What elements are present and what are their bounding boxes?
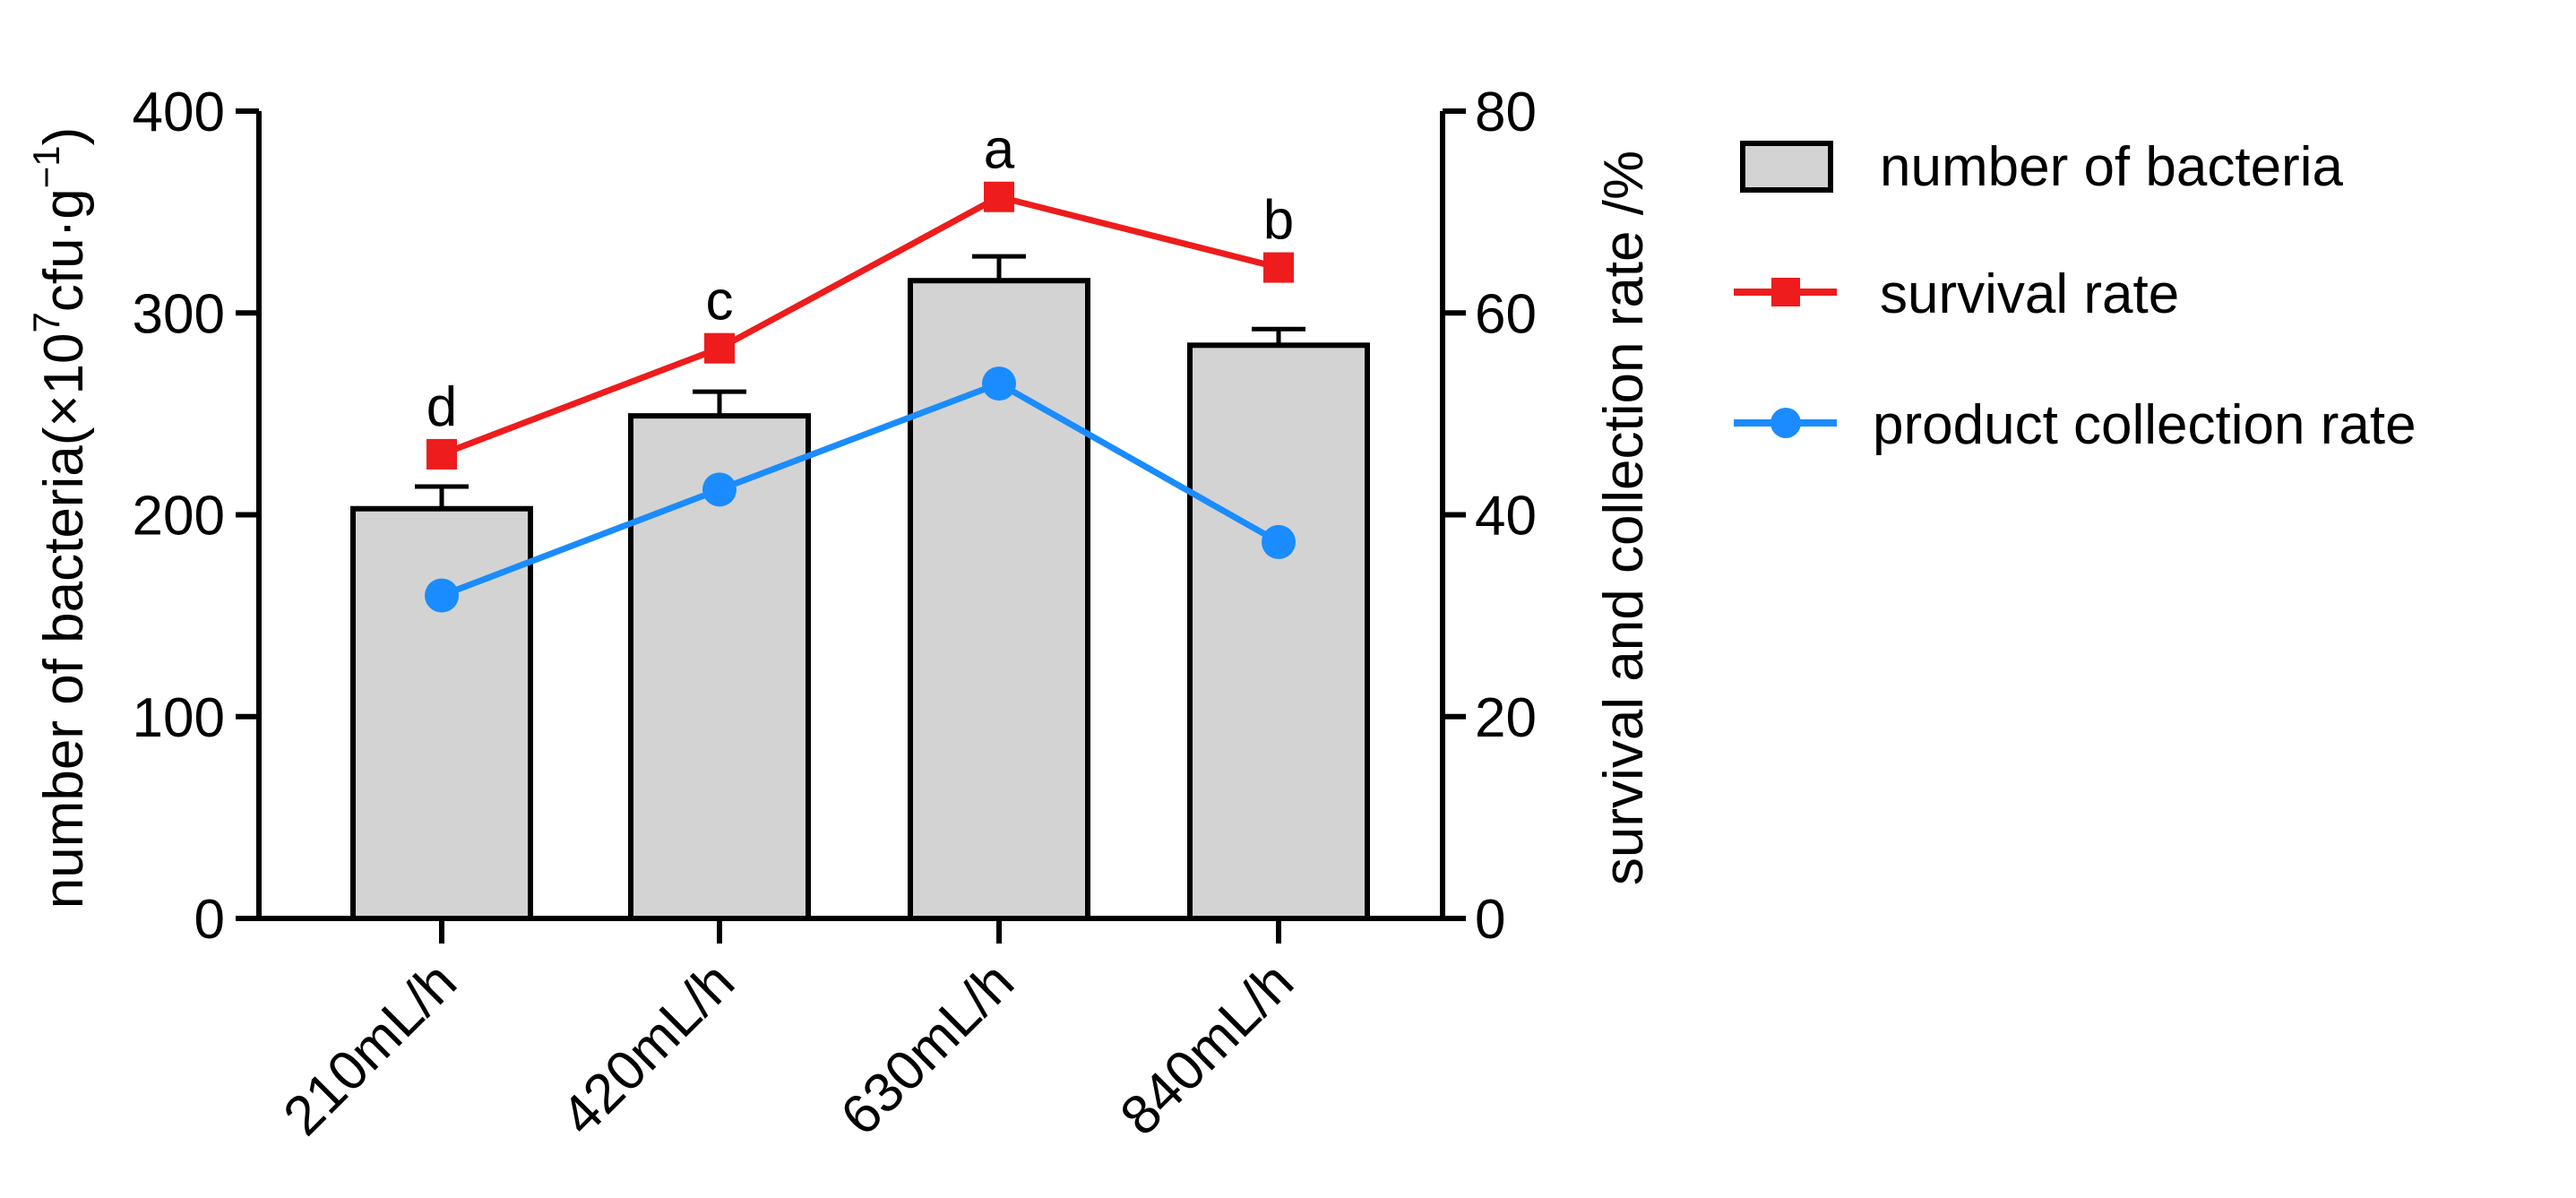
right-axis-tick-label: 40 [1475,486,1537,547]
survival-rate-point [704,332,735,364]
left-axis-tick-label: 100 [133,687,225,749]
right-axis-tick-label: 0 [1475,889,1505,951]
significance-letter: b [1263,190,1294,252]
x-axis-tick-label: 210mL/h [271,951,468,1147]
legend-label-survival: survival rate [1880,263,2179,325]
survival-rate-line [440,194,1279,458]
x-axis-tick-label: 630mL/h [829,951,1025,1147]
left-axis-tick-label: 400 [133,82,225,143]
left-axis-title: number of bacteria(×107cfu·g−1) [25,127,95,909]
collection-rate-point [702,472,737,507]
survival-rate-point [984,181,1014,212]
right-axis-tick-label: 80 [1475,82,1537,143]
significance-letter: a [984,119,1015,181]
left-axis-exponent-2: −1 [25,145,67,188]
collection-rate-line [440,380,1280,599]
legend: number of bacteria survival rate product… [1734,136,2417,456]
bar [350,505,533,921]
right-axis-tick-label: 60 [1475,283,1537,345]
significance-letters-layer: d c a b [426,119,1294,438]
left-axis-close-paren: ) [33,127,95,146]
legend-label-collection: product collection rate [1873,394,2417,456]
left-axis-tick-label: 0 [194,889,225,951]
bars-layer [350,278,1370,922]
survival-rate-point [1263,252,1294,283]
left-axis-unit: cfu·g [33,188,95,312]
legend-bar-swatch [1740,141,1833,193]
x-axis-tick-label: 420mL/h [549,951,745,1147]
error-bars-layer [415,254,1305,509]
collection-rate-point [425,578,459,613]
collection-rate-point [1262,524,1296,559]
left-axis-tick-label: 200 [133,486,225,547]
right-axis-tick-label: 20 [1475,687,1537,749]
left-axis-tick-label: 300 [133,283,225,345]
bar [1187,342,1370,922]
significance-letter: d [426,376,457,438]
series-lines-layer [425,181,1296,613]
legend-collection-marker [1770,408,1801,438]
legend-label-bacteria: number of bacteria [1880,136,2343,198]
left-axis-exponent-1: 7 [25,312,67,332]
x-axis-tick-label: 840mL/h [1108,951,1305,1147]
right-axis-title: survival and collection rate /% [1593,151,1655,885]
significance-letter: c [706,271,734,332]
survival-rate-point [426,438,457,470]
collection-rate-point [982,366,1016,401]
legend-survival-marker [1771,278,1800,306]
